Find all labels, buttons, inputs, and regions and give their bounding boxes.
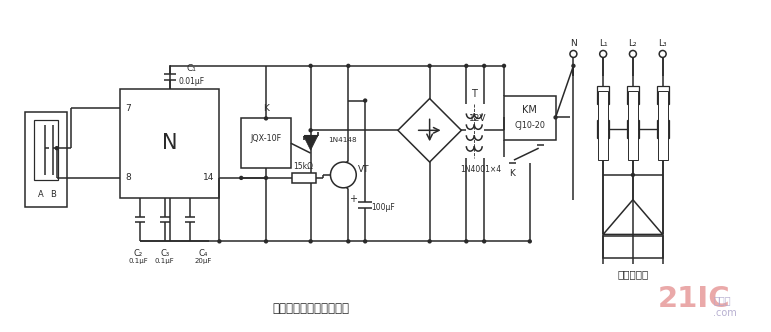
Text: C₃: C₃ bbox=[160, 249, 170, 258]
Circle shape bbox=[308, 239, 313, 244]
Circle shape bbox=[427, 239, 432, 244]
Text: C₂: C₂ bbox=[133, 249, 143, 258]
Circle shape bbox=[527, 239, 532, 244]
Bar bbox=[291, 173, 315, 183]
Circle shape bbox=[502, 64, 507, 68]
Circle shape bbox=[427, 64, 432, 68]
Bar bbox=[598, 91, 608, 160]
Text: CJ10-20: CJ10-20 bbox=[514, 121, 545, 130]
Text: K: K bbox=[263, 104, 269, 113]
Text: 8: 8 bbox=[125, 173, 131, 182]
Text: L₂: L₂ bbox=[628, 39, 637, 47]
Circle shape bbox=[217, 239, 221, 244]
Text: 21IC: 21IC bbox=[658, 285, 730, 313]
Bar bbox=[34, 121, 58, 180]
Text: KM: KM bbox=[522, 106, 537, 116]
Text: N: N bbox=[162, 133, 177, 153]
Text: 12V: 12V bbox=[469, 114, 486, 123]
Text: 0.01μF: 0.01μF bbox=[179, 77, 204, 86]
Text: 100μF: 100μF bbox=[371, 203, 395, 212]
Text: C₄: C₄ bbox=[199, 249, 208, 258]
Text: B: B bbox=[50, 190, 56, 199]
Bar bbox=[627, 86, 639, 104]
Bar bbox=[657, 121, 668, 138]
Text: 电子网
.com: 电子网 .com bbox=[713, 295, 737, 318]
Text: 0.1μF: 0.1μF bbox=[155, 258, 175, 264]
Circle shape bbox=[554, 115, 557, 120]
Polygon shape bbox=[304, 136, 318, 150]
Bar bbox=[25, 113, 66, 207]
Circle shape bbox=[308, 128, 313, 132]
Bar bbox=[120, 89, 220, 198]
Text: N: N bbox=[570, 39, 577, 47]
Text: C₁: C₁ bbox=[187, 64, 197, 73]
Circle shape bbox=[571, 64, 576, 68]
Bar bbox=[598, 121, 609, 138]
Circle shape bbox=[264, 239, 268, 244]
Bar bbox=[658, 91, 668, 160]
Circle shape bbox=[346, 64, 351, 68]
Circle shape bbox=[55, 146, 59, 150]
Text: 15kΩ: 15kΩ bbox=[294, 161, 314, 171]
Text: L₁: L₁ bbox=[599, 39, 608, 47]
Bar bbox=[241, 119, 291, 168]
Text: 14: 14 bbox=[203, 173, 214, 182]
Text: 7: 7 bbox=[125, 104, 131, 113]
Bar bbox=[657, 86, 668, 104]
Bar bbox=[628, 91, 638, 160]
Text: +: + bbox=[349, 194, 357, 204]
Text: 0.1μF: 0.1μF bbox=[128, 258, 148, 264]
Text: A: A bbox=[38, 190, 44, 199]
Circle shape bbox=[239, 176, 244, 180]
Text: JQX-10F: JQX-10F bbox=[251, 134, 281, 143]
Circle shape bbox=[464, 64, 469, 68]
Polygon shape bbox=[398, 99, 461, 162]
Bar bbox=[504, 96, 556, 140]
Text: T: T bbox=[471, 89, 477, 99]
Circle shape bbox=[482, 64, 487, 68]
Bar bbox=[603, 236, 662, 258]
Text: 1N4148: 1N4148 bbox=[328, 137, 357, 143]
Circle shape bbox=[482, 239, 487, 244]
Text: VT: VT bbox=[358, 165, 369, 175]
Circle shape bbox=[308, 64, 313, 68]
Circle shape bbox=[264, 116, 268, 121]
Text: 电蒸馏水器断水保护电路: 电蒸馏水器断水保护电路 bbox=[272, 302, 349, 315]
Circle shape bbox=[346, 239, 351, 244]
Bar bbox=[627, 121, 639, 138]
Circle shape bbox=[363, 239, 367, 244]
Circle shape bbox=[363, 98, 367, 103]
Bar bbox=[598, 86, 609, 104]
Text: 1N4001×4: 1N4001×4 bbox=[460, 165, 502, 175]
Text: 电蒸馏水器: 电蒸馏水器 bbox=[618, 269, 648, 279]
Text: K: K bbox=[509, 169, 515, 178]
Circle shape bbox=[264, 176, 268, 180]
Circle shape bbox=[464, 239, 469, 244]
Circle shape bbox=[331, 162, 356, 188]
Text: 20μF: 20μF bbox=[195, 258, 212, 264]
Circle shape bbox=[631, 173, 635, 177]
Text: L₃: L₃ bbox=[658, 39, 667, 47]
